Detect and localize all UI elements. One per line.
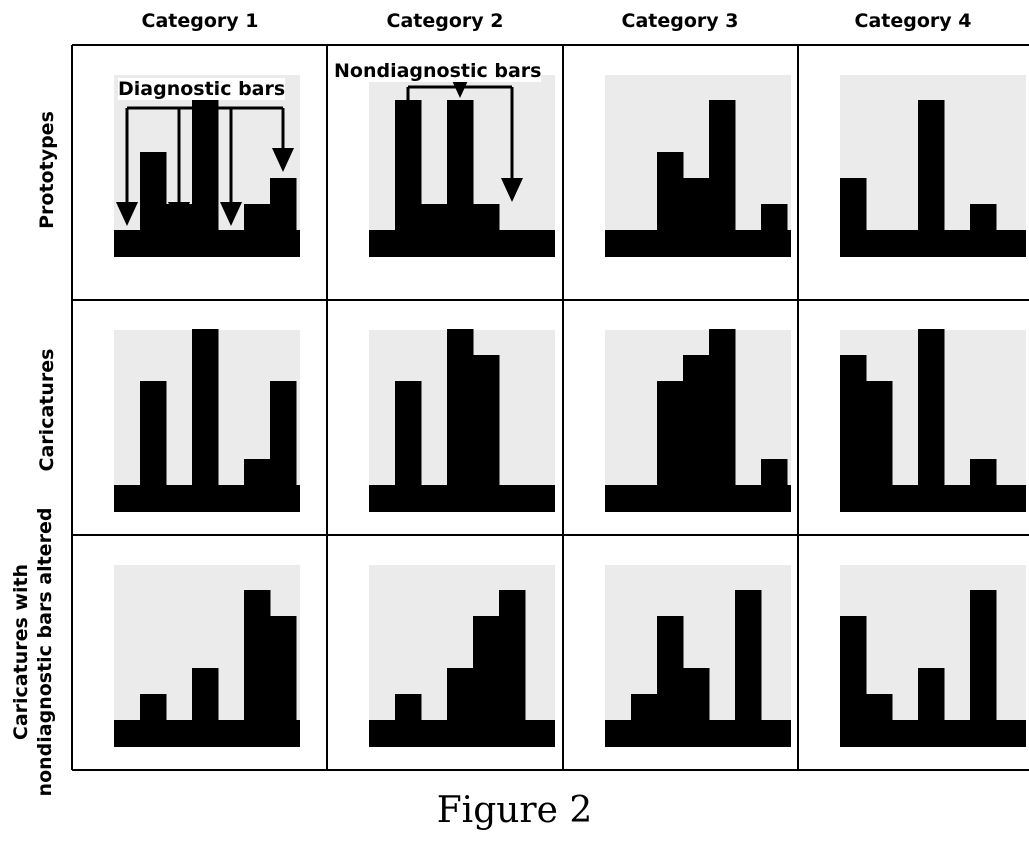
histogram-bar <box>657 152 684 231</box>
histogram-bar <box>761 204 788 231</box>
diagnostic-arrow-head <box>168 202 190 226</box>
histogram-bar <box>761 459 788 486</box>
histogram-bar <box>735 590 762 721</box>
histogram-bar <box>244 204 271 231</box>
panel-baseline <box>605 720 791 747</box>
panel-baseline <box>840 720 1026 747</box>
histogram-bar <box>473 355 500 486</box>
histogram-bar <box>447 668 474 721</box>
column-header-category-1: Category 1 <box>141 10 259 32</box>
panel-baseline <box>840 485 1026 512</box>
histogram-bar <box>192 329 219 486</box>
histogram-bar <box>447 329 474 486</box>
histogram-bar <box>192 100 219 231</box>
row-label-line: Prototypes <box>36 111 58 229</box>
histogram-bar <box>657 616 684 721</box>
histogram-bar <box>866 381 893 486</box>
column-header-category-4: Category 4 <box>854 10 972 32</box>
column-header-category-3: Category 3 <box>621 10 739 32</box>
panel-baseline <box>840 230 1026 257</box>
row-label-line: nondiagnostic bars altered <box>34 507 56 797</box>
histogram-bar <box>918 668 945 721</box>
histogram-bar <box>683 178 710 231</box>
histogram-bar <box>395 381 422 486</box>
histogram-bar <box>140 152 167 231</box>
histogram-bar <box>631 694 658 721</box>
panel-baseline <box>369 720 555 747</box>
histogram-bar <box>970 204 997 231</box>
panel-baseline <box>114 485 300 512</box>
histogram-bar <box>918 100 945 231</box>
histogram-bar <box>918 329 945 486</box>
histogram-bar <box>192 668 219 721</box>
histogram-bar <box>270 178 297 231</box>
diagnostic-arrow-head <box>272 148 294 172</box>
histogram-bar <box>244 590 271 721</box>
histogram-bar <box>840 355 867 486</box>
diagnostic-bars-annotation: Diagnostic bars <box>118 78 286 100</box>
histogram-bar <box>657 381 684 486</box>
histogram-bar <box>270 381 297 486</box>
panel-baseline <box>114 720 300 747</box>
nondiagnostic-arrow-head <box>501 178 523 202</box>
histogram-bar <box>473 616 500 721</box>
panel-baseline <box>114 230 300 257</box>
histogram-bar <box>683 668 710 721</box>
histogram-bar <box>244 459 271 486</box>
histogram-bar <box>840 616 867 721</box>
row-label-line: Caricatures with <box>10 563 32 741</box>
diagnostic-arrow-head <box>116 202 138 226</box>
histogram-bar <box>683 355 710 486</box>
histogram-bar <box>421 204 448 231</box>
histogram-bar <box>970 459 997 486</box>
nondiagnostic-bars-annotation: Nondiagnostic bars <box>334 60 542 82</box>
panel-baseline <box>605 230 791 257</box>
row-label-prototypes: Prototypes <box>35 50 59 290</box>
panel-baseline <box>369 230 555 257</box>
row-label-caricatures-altered: Caricatures with nondiagnostic bars alte… <box>9 472 57 832</box>
histogram-bar <box>709 100 736 231</box>
histogram-bar <box>499 590 526 721</box>
histogram-bar <box>709 329 736 486</box>
histogram-bar <box>140 381 167 486</box>
histogram-bar <box>840 178 867 231</box>
histogram-bar <box>866 694 893 721</box>
diagnostic-arrow-head <box>220 202 242 226</box>
panel-baseline <box>369 485 555 512</box>
histogram-bar <box>395 694 422 721</box>
histogram-bar <box>473 204 500 231</box>
histogram-bar <box>140 694 167 721</box>
figure-caption: Figure 2 <box>436 790 593 831</box>
histogram-bar <box>970 590 997 721</box>
panel-baseline <box>605 485 791 512</box>
column-header-category-2: Category 2 <box>386 10 504 32</box>
histogram-bar <box>270 616 297 721</box>
nondiagnostic-arrow-head <box>397 126 419 150</box>
histogram-bar <box>447 100 474 231</box>
